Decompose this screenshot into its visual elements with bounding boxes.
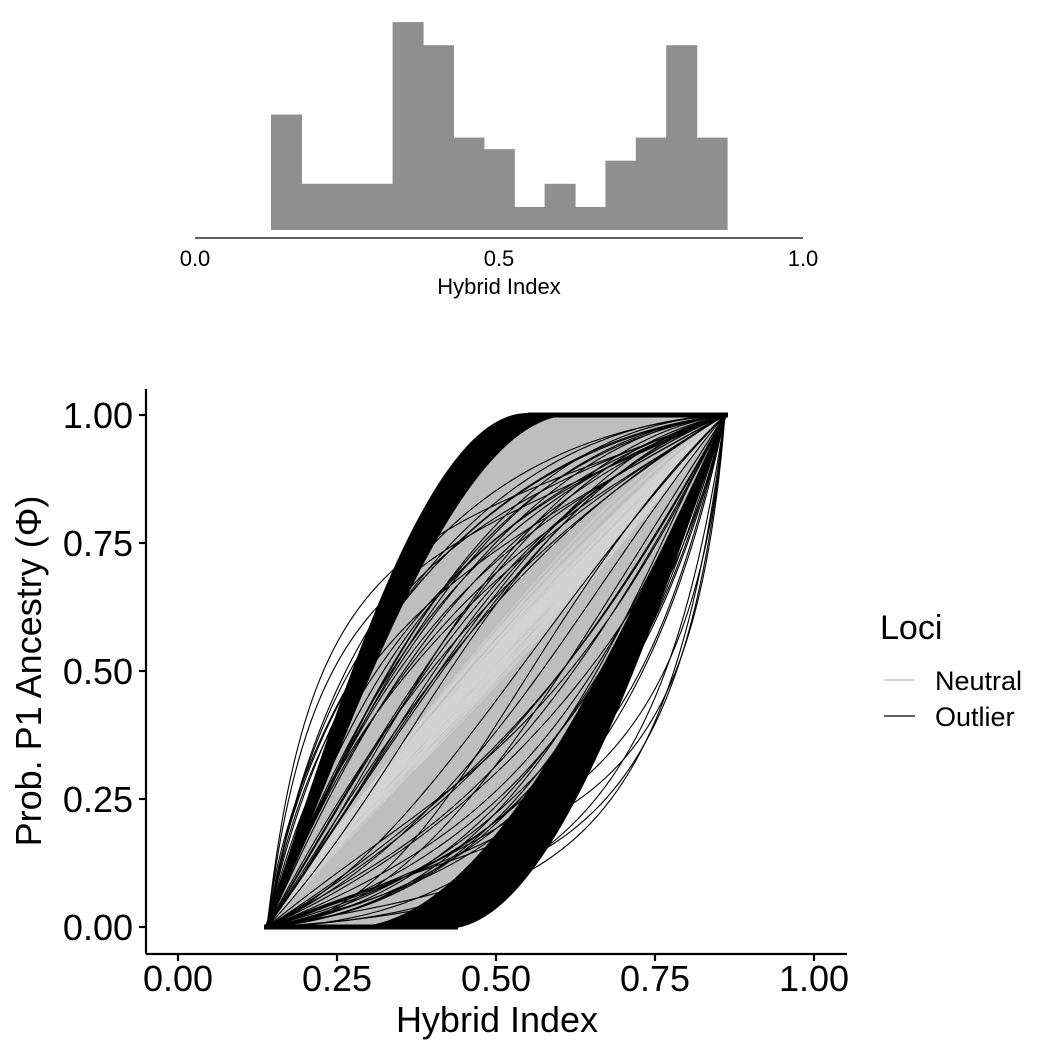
outlier-cline-line (266, 414, 726, 928)
x-tick-label: 0.75 (620, 958, 690, 999)
x-tick-label: 0.25 (302, 958, 372, 999)
outlier-cline-line (266, 414, 726, 928)
y-tick-label: 0.00 (63, 907, 133, 948)
outlier-cline-line (266, 414, 726, 928)
outlier-cline-line (266, 414, 726, 928)
outlier-cline-line (266, 414, 726, 928)
histogram-bar (696, 137, 728, 230)
histogram-bar (635, 137, 667, 230)
x-axis-title: Hybrid Index (396, 999, 598, 1040)
outlier-cline-line (266, 414, 726, 928)
outlier-cline-line (266, 414, 726, 928)
outlier-cline-line (266, 414, 726, 928)
histogram-bar (392, 22, 424, 230)
legend: Loci Neutral Outlier (880, 609, 1022, 732)
outlier-cline-line (267, 414, 726, 928)
outlier-cline-line (266, 414, 726, 928)
outlier-cline-line (266, 414, 726, 928)
x-tick-label: 0.00 (143, 958, 213, 999)
histogram-bar (575, 206, 606, 230)
x-tick-label: 0.50 (461, 958, 531, 999)
outlier-cline-line (266, 414, 726, 928)
outlier-cline-line (266, 414, 726, 928)
legend-label-outlier: Outlier (935, 702, 1015, 732)
histogram-x-tick-labels: 0.0 0.5 1.0 (180, 246, 819, 271)
histogram-bars (271, 22, 728, 231)
y-tick-label: 0.50 (63, 651, 133, 692)
y-tick-label: 1.00 (63, 395, 133, 436)
outlier-cline-line (266, 414, 726, 928)
x-tick-label: 1.00 (779, 958, 849, 999)
neutral-cline-line (266, 414, 726, 928)
histogram-bar (453, 137, 485, 230)
y-axis-title: Prob. P1 Ancestry (Φ) (8, 496, 49, 847)
neutral-cline-line (266, 414, 726, 928)
cline-lines (264, 412, 728, 930)
y-axis-ticks: 0.00 0.25 0.50 0.75 1.00 (63, 395, 146, 948)
histogram-x-axis-title: Hybrid Index (437, 274, 561, 299)
histogram-bar (362, 183, 394, 230)
outlier-cline-line (266, 414, 726, 928)
outlier-cline-line (266, 414, 726, 928)
histogram-bar (544, 183, 576, 230)
histogram-bar (423, 45, 454, 231)
histogram-x-tick-label: 0.5 (484, 246, 515, 271)
histogram-x-tick-label: 1.0 (788, 246, 819, 271)
outlier-cline-line (266, 414, 726, 928)
histogram-bar (271, 114, 302, 230)
outlier-cline-line (266, 414, 726, 928)
outlier-cline-line (266, 414, 726, 928)
outlier-cline-line (266, 414, 726, 928)
histogram-panel: 0.0 0.5 1.0 Hybrid Index (180, 22, 819, 299)
y-tick-label: 0.25 (63, 779, 133, 820)
outlier-cline-line (266, 414, 725, 928)
histogram-bar (301, 183, 333, 230)
outlier-cline-line (266, 414, 726, 928)
outlier-cline-line (266, 414, 726, 928)
neutral-cline-line (266, 414, 726, 928)
outlier-cline-line (266, 414, 726, 928)
outlier-cline-line (266, 414, 726, 928)
legend-title: Loci (880, 609, 942, 647)
histogram-bar (331, 183, 363, 230)
cline-panel: 0.00 0.25 0.50 0.75 1.00 0.00 0.25 0.50 0.75 1.0… (8, 389, 849, 1040)
neutral-cline-line (266, 414, 726, 928)
outlier-cline-line (266, 414, 726, 928)
outlier-cline-line (266, 414, 726, 928)
histogram-bar (666, 45, 698, 231)
outlier-cline-line (266, 414, 726, 928)
histogram-bar (483, 149, 515, 230)
neutral-cline-line (266, 414, 726, 928)
outlier-cline-line (266, 414, 726, 928)
histogram-x-tick-label: 0.0 (180, 246, 211, 271)
outlier-cline-line (266, 414, 726, 928)
outlier-cline-line (266, 414, 726, 928)
y-tick-label: 0.75 (63, 523, 133, 564)
histogram-bar (605, 160, 637, 230)
x-axis-ticks: 0.00 0.25 0.50 0.75 1.00 (143, 954, 849, 999)
outlier-cline-line (267, 414, 726, 928)
legend-label-neutral: Neutral (935, 666, 1022, 696)
outlier-cline-line (266, 414, 726, 928)
histogram-bar (514, 206, 546, 230)
outlier-cline-line (267, 414, 726, 928)
